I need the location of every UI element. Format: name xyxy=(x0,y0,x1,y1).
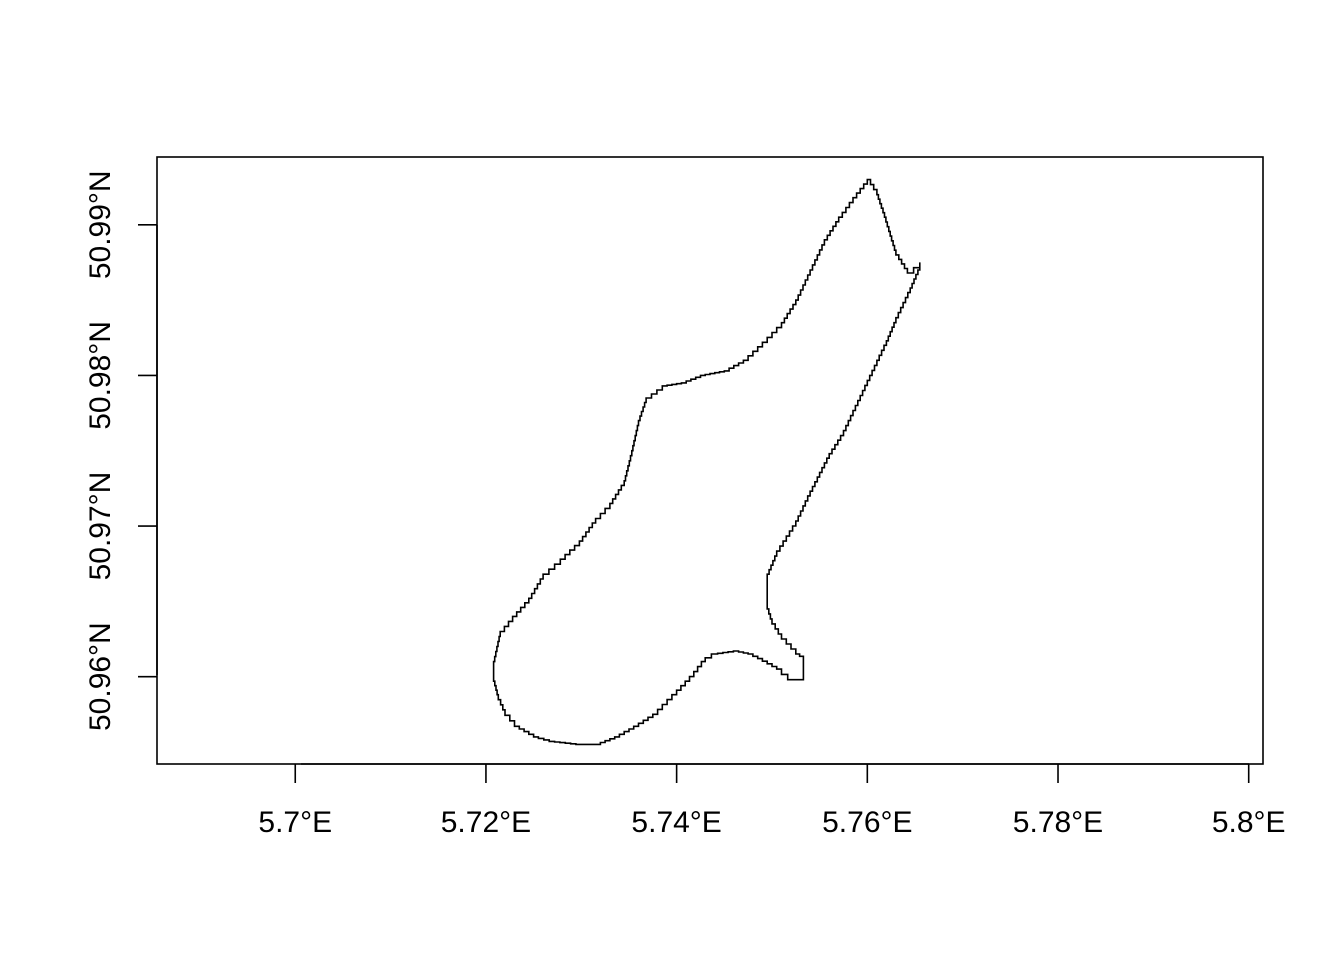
y-tick-label: 50.97°N xyxy=(84,472,117,581)
x-axis: 5.7°E 5.72°E 5.74°E 5.76°E 5.78°E 5.8°E xyxy=(258,763,1286,839)
y-tick-label: 50.99°N xyxy=(84,170,117,279)
y-axis: 50.96°N 50.97°N 50.98°N 50.99°N xyxy=(84,170,158,731)
boundary-polygon xyxy=(492,178,921,746)
x-tick-label: 5.8°E xyxy=(1212,806,1286,839)
x-tick-label: 5.78°E xyxy=(1013,806,1103,839)
y-tick-label: 50.96°N xyxy=(84,622,117,731)
x-tick-label: 5.74°E xyxy=(631,806,721,839)
x-tick-label: 5.7°E xyxy=(258,806,332,839)
x-tick-label: 5.76°E xyxy=(822,806,912,839)
x-tick-label: 5.72°E xyxy=(441,806,531,839)
y-tick-label: 50.98°N xyxy=(84,321,117,430)
